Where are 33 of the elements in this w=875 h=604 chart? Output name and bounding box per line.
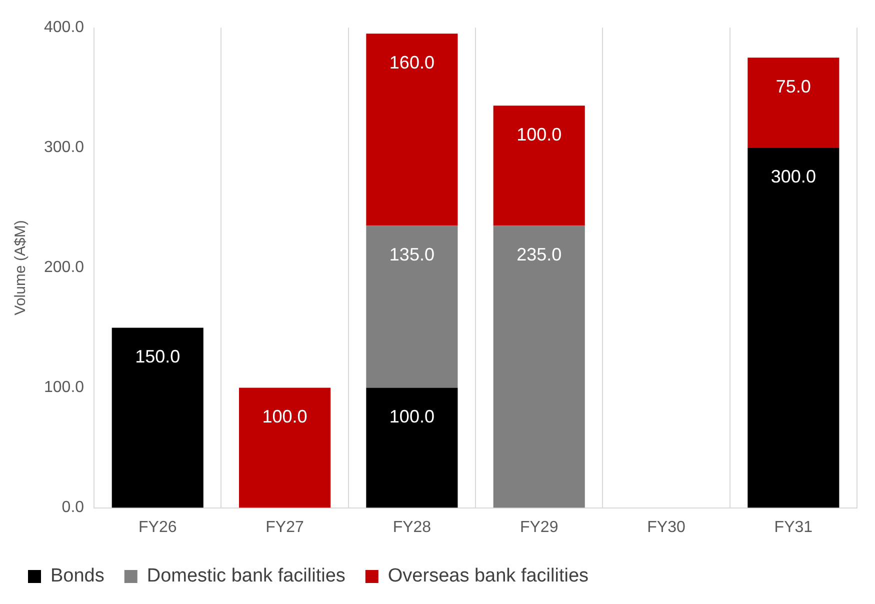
legend-label: Bonds xyxy=(50,566,104,587)
x-tick-label: FY29 xyxy=(520,518,558,536)
y-tick-label: 0.0 xyxy=(62,499,84,516)
y-tick-label: 400.0 xyxy=(44,19,84,36)
bar xyxy=(748,58,840,148)
x-tick-label: FY31 xyxy=(774,518,813,536)
data-label: 135.0 xyxy=(389,244,434,265)
data-label: 150.0 xyxy=(135,346,180,367)
x-tick-label: FY28 xyxy=(392,518,432,536)
x-tick-label: FY26 xyxy=(138,518,177,536)
data-label: 160.0 xyxy=(389,52,434,73)
data-label: 300.0 xyxy=(770,166,816,187)
bar xyxy=(748,148,840,508)
bar xyxy=(366,34,458,226)
bar xyxy=(366,226,458,388)
legend-label: Domestic bank facilities xyxy=(146,566,346,587)
x-tick-label: FY30 xyxy=(647,518,686,536)
data-label: 100.0 xyxy=(262,406,308,427)
data-label: 75.0 xyxy=(776,76,811,97)
bar xyxy=(112,328,204,508)
bar xyxy=(366,388,458,508)
legend-label: Overseas bank facilities xyxy=(388,566,589,587)
bar xyxy=(493,226,585,508)
y-tick-label: 200.0 xyxy=(44,259,84,276)
y-axis-title: Volume (A$M) xyxy=(12,220,30,316)
x-tick-label: FY27 xyxy=(266,518,304,536)
y-tick-label: 300.0 xyxy=(44,139,84,156)
bar xyxy=(239,388,331,508)
data-label: 235.0 xyxy=(516,244,562,265)
y-tick-label: 100.0 xyxy=(44,379,84,396)
data-label: 100.0 xyxy=(516,124,562,145)
data-label: 100.0 xyxy=(389,406,434,427)
bar xyxy=(493,106,585,226)
